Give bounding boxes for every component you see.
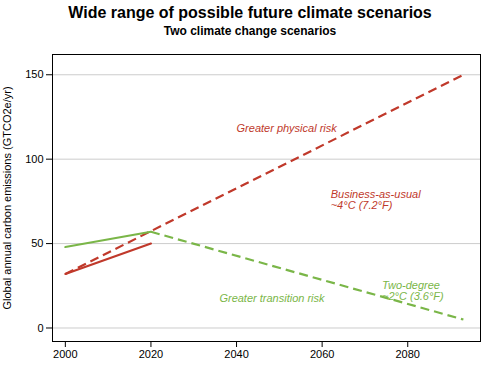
svg-text:Greater physical risk: Greater physical risk: [237, 122, 338, 134]
svg-text:2000: 2000: [53, 348, 77, 360]
svg-text:100: 100: [25, 153, 43, 165]
svg-text:0: 0: [37, 322, 43, 334]
svg-text:2020: 2020: [139, 348, 163, 360]
svg-text:Business-as-usual~4°C (7.2°F): Business-as-usual~4°C (7.2°F): [331, 188, 421, 211]
svg-text:2080: 2080: [395, 348, 419, 360]
svg-text:150: 150: [25, 68, 43, 80]
svg-text:Two-degree~2°C (3.6°F): Two-degree~2°C (3.6°F): [382, 279, 444, 302]
svg-text:Global annual carbon emissions: Global annual carbon emissions (GTCO2e/y…: [1, 86, 13, 309]
html-text:Wide range of possible future: Wide range of possible future climate sc…: [68, 4, 432, 21]
html-text:Two climate change scenarios: Two climate change scenarios: [163, 24, 337, 38]
svg-text:2040: 2040: [224, 348, 248, 360]
svg-text:2060: 2060: [310, 348, 334, 360]
svg-text:Greater transition risk: Greater transition risk: [219, 292, 325, 304]
svg-text:50: 50: [31, 237, 43, 249]
